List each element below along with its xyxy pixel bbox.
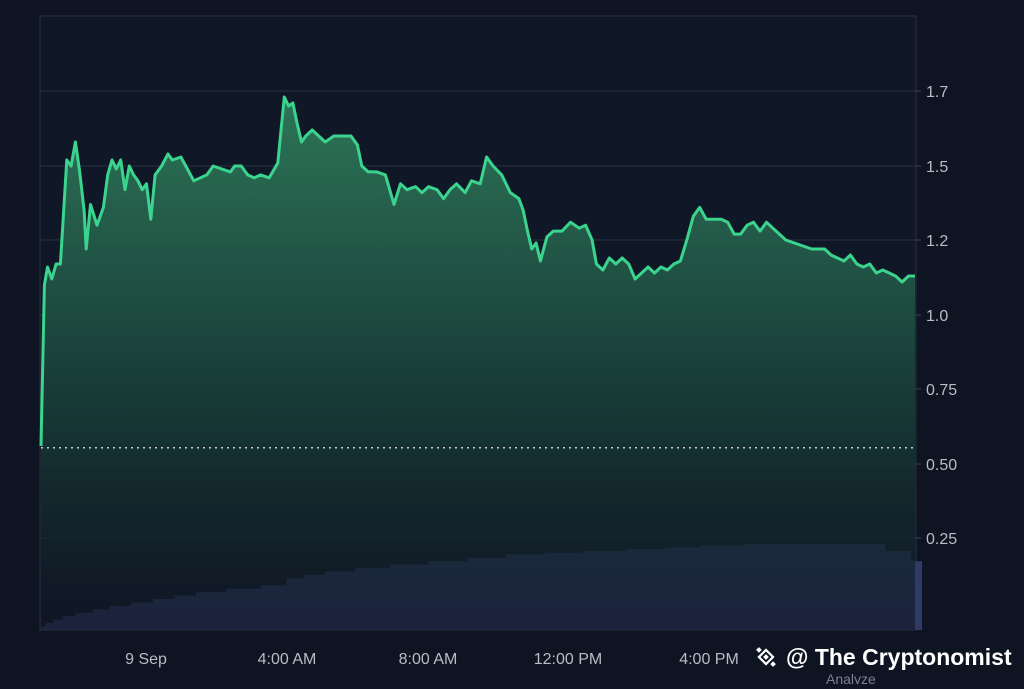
binance-diamond-icon	[756, 647, 776, 667]
y-tick-label: 1.5	[926, 159, 948, 176]
x-tick-label: 12:00 PM	[534, 651, 602, 668]
x-tick-label: 9 Sep	[125, 651, 167, 668]
y-tick-label: 1.7	[926, 84, 948, 101]
volume-bar	[910, 561, 922, 630]
y-tick-label: 1.0	[926, 308, 948, 325]
watermark: @ The Cryptonomist	[756, 644, 1012, 670]
watermark-text: @ The Cryptonomist	[786, 644, 1012, 670]
price-line	[39, 95, 915, 447]
y-tick-label: 1.2	[926, 233, 948, 250]
background-label: Analyze	[826, 671, 876, 684]
x-axis: 9 Sep 4:00 AM 8:00 AM 12:00 PM 4:00 PM	[125, 651, 739, 668]
y-tick-label: 0.25	[926, 531, 957, 548]
x-tick-label: 4:00 PM	[679, 651, 739, 668]
y-tick-label: 0.75	[926, 382, 957, 399]
y-tick-label: 0.50	[926, 457, 957, 474]
price-area-fill	[41, 97, 915, 630]
x-tick-label: 8:00 AM	[399, 651, 458, 668]
x-tick-label: 4:00 AM	[258, 651, 317, 668]
y-axis: 1.7 1.5 1.2 1.0 0.75 0.50 0.25	[916, 84, 957, 548]
